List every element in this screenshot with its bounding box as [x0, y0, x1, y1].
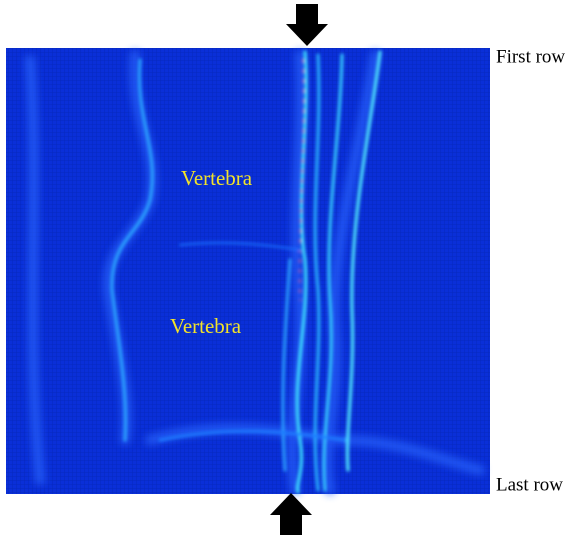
- arrow-up: [270, 493, 312, 535]
- annotation: Vertebra: [181, 166, 253, 190]
- annotation: Vertebra: [170, 314, 242, 338]
- arrow-down: [286, 4, 328, 46]
- row-label: First row: [496, 46, 565, 67]
- page: Vertebra Vertebra First row Last row (()…: [0, 0, 584, 539]
- figure: Vertebra Vertebra First row Last row: [0, 0, 584, 539]
- row-label: Last row: [496, 474, 563, 495]
